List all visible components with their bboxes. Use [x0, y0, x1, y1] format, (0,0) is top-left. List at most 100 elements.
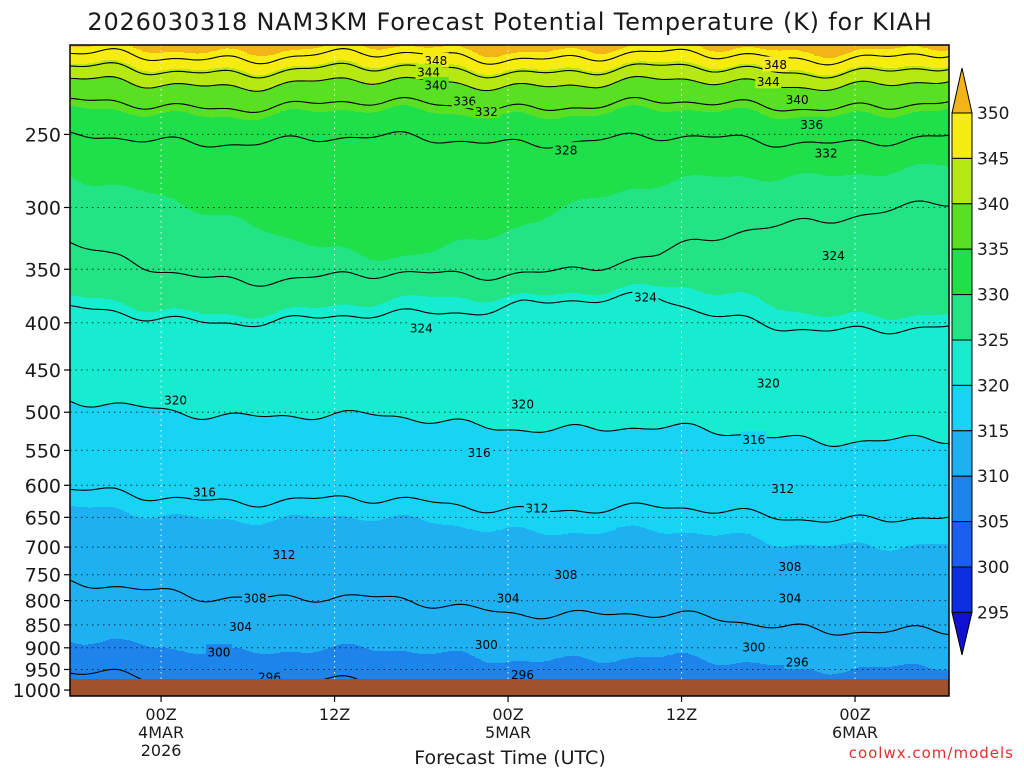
band-segment: [202, 314, 206, 421]
band-segment: [157, 87, 161, 115]
band-segment: [454, 420, 458, 527]
band-segment: [841, 45, 845, 56]
band-segment: [391, 299, 395, 418]
ground-strip: [70, 679, 949, 696]
band-segment: [319, 308, 323, 420]
band-segment: [847, 85, 851, 114]
band-segment: [364, 414, 368, 522]
band-segment: [925, 45, 929, 49]
band-segment: [190, 516, 194, 654]
band-segment: [298, 515, 302, 653]
band-segment: [613, 51, 617, 69]
band-segment: [697, 657, 701, 696]
band-segment: [928, 45, 932, 50]
band-segment: [745, 177, 749, 294]
band-segment: [523, 84, 527, 114]
band-segment: [325, 112, 329, 248]
band-segment: [370, 68, 374, 86]
band-segment: [586, 51, 590, 72]
band-segment: [877, 317, 881, 442]
band-segment: [154, 518, 158, 649]
band-segment: [118, 45, 122, 62]
band-segment: [562, 427, 566, 535]
band-segment: [253, 319, 257, 417]
band-segment: [286, 51, 290, 68]
band-segment: [361, 83, 365, 113]
band-segment: [112, 507, 116, 640]
band-segment: [877, 441, 881, 550]
band-segment: [655, 79, 659, 112]
band-segment: [754, 537, 758, 664]
band-segment: [298, 109, 302, 243]
band-segment: [601, 45, 605, 55]
contour-label: 296: [511, 668, 534, 682]
band-segment: [265, 90, 269, 118]
contour-label: 336: [453, 95, 476, 109]
band-segment: [709, 69, 713, 86]
band-segment: [733, 436, 737, 534]
band-segment: [250, 74, 254, 92]
band-segment: [637, 526, 641, 658]
band-segment: [259, 92, 263, 120]
band-segment: [826, 446, 830, 547]
band-segment: [205, 314, 209, 421]
band-segment: [244, 318, 248, 416]
band-segment: [661, 657, 665, 696]
band-segment: [796, 118, 800, 175]
band-segment: [400, 105, 404, 257]
band-segment: [706, 431, 710, 536]
band-segment: [916, 66, 920, 84]
band-segment: [604, 87, 608, 115]
band-segment: [610, 85, 614, 113]
band-segment: [889, 49, 893, 69]
band-segment: [736, 533, 740, 664]
band-segment: [226, 414, 230, 520]
band-segment: [175, 69, 179, 85]
band-segment: [505, 114, 509, 233]
band-segment: [862, 66, 866, 83]
band-segment: [430, 297, 434, 425]
band-segment: [175, 514, 179, 651]
band-segment: [142, 312, 146, 408]
band-segment: [919, 45, 923, 48]
band-segment: [388, 259, 392, 302]
band-segment: [772, 87, 776, 119]
band-segment: [916, 83, 920, 113]
band-segment: [688, 424, 692, 534]
band-segment: [187, 85, 191, 114]
band-segment: [325, 307, 329, 418]
band-segment: [454, 114, 458, 242]
band-segment: [256, 525, 260, 654]
band-segment: [808, 53, 812, 73]
band-segment: [946, 67, 949, 84]
band-segment: [889, 174, 893, 321]
band-segment: [304, 66, 308, 82]
band-segment: [577, 45, 581, 50]
band-segment: [835, 57, 839, 75]
band-segment: [928, 84, 932, 112]
band-segment: [580, 199, 584, 295]
band-segment: [592, 198, 596, 296]
band-segment: [397, 79, 401, 107]
band-segment: [466, 529, 470, 654]
band-segment: [220, 416, 224, 520]
band-segment: [169, 69, 173, 86]
band-segment: [574, 533, 578, 657]
band-segment: [463, 45, 467, 49]
band-segment: [811, 45, 815, 55]
band-segment: [319, 45, 323, 48]
band-segment: [763, 181, 767, 303]
band-segment: [724, 45, 728, 52]
band-segment: [904, 84, 908, 116]
plot-area: 3483443403363323483443403363323283243243…: [70, 45, 949, 696]
band-segment: [178, 52, 182, 70]
band-segment: [589, 198, 593, 296]
band-segment: [319, 247, 323, 309]
band-segment: [235, 217, 239, 317]
band-segment: [565, 656, 569, 696]
contour-label-bg: [205, 644, 232, 660]
band-segment: [700, 534, 704, 660]
band-segment: [397, 257, 401, 298]
band-segment: [709, 112, 713, 177]
band-segment: [325, 417, 329, 518]
